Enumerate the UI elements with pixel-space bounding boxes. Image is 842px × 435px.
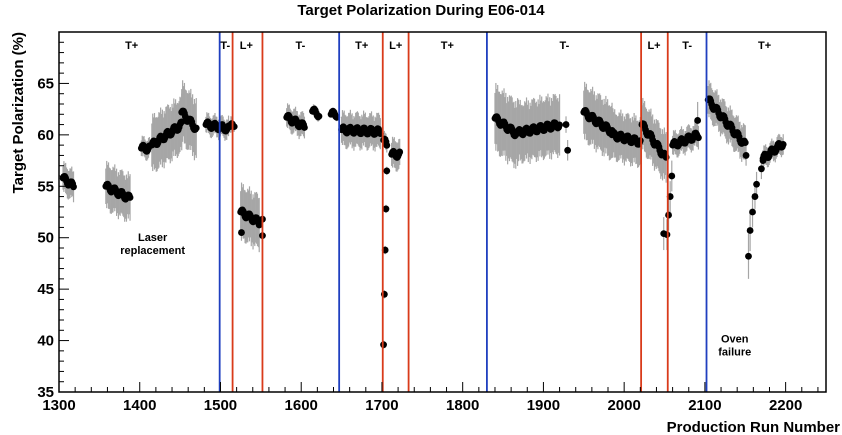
data-point (759, 157, 767, 164)
data-point (753, 180, 760, 188)
x-tick-label: 1500 (204, 397, 237, 414)
data-point (746, 227, 754, 234)
region-label: L+ (389, 40, 402, 52)
data-point (315, 112, 323, 120)
x-tick-label: 1700 (365, 397, 398, 414)
y-tick-label: 55 (37, 178, 54, 195)
x-tick-label: 2000 (607, 397, 640, 414)
region-label: T+ (441, 40, 454, 52)
x-tick-label: 1900 (527, 397, 560, 414)
y-axis-label: Target Polarization (%) (10, 32, 27, 193)
y-tick-label: 45 (37, 281, 54, 298)
data-point (383, 167, 391, 175)
data-point (383, 141, 391, 149)
data-point (751, 193, 759, 200)
x-axis-label: Production Run Number (667, 419, 840, 435)
data-point (70, 183, 77, 191)
data-point (695, 134, 702, 142)
y-tick-label: 40 (37, 333, 54, 350)
x-tick-label: 2100 (688, 397, 721, 414)
region-label: T- (682, 40, 692, 52)
annotation-text: Laser (138, 232, 168, 244)
data-point (192, 124, 200, 132)
data-point (301, 124, 308, 131)
data-point (779, 141, 787, 148)
data-point (562, 121, 570, 128)
y-tick-label: 65 (37, 75, 54, 92)
x-tick-label: 1400 (123, 397, 156, 414)
data-point (396, 148, 404, 156)
data-point (126, 194, 134, 201)
data-point (238, 229, 245, 236)
data-point (382, 205, 390, 213)
x-tick-label: 1800 (446, 397, 479, 414)
plot-frame (58, 31, 827, 393)
region-label: L+ (647, 40, 660, 52)
region-label: T- (220, 40, 230, 52)
data-point (741, 139, 749, 147)
region-label: T+ (355, 40, 368, 52)
data-point (758, 165, 765, 173)
y-tick-label: 50 (37, 230, 54, 247)
x-tick-label: 1600 (285, 397, 318, 414)
y-tick-label: 60 (37, 127, 54, 144)
chart-title: Target Polarization During E06-014 (297, 2, 545, 19)
data-point (564, 146, 572, 154)
region-label: L+ (240, 40, 253, 52)
region-label: T- (296, 40, 306, 52)
data-point (742, 152, 750, 159)
annotation-text: failure (718, 347, 751, 359)
annotation-text: replacement (120, 245, 185, 257)
data-point (694, 117, 702, 124)
data-point (556, 121, 563, 129)
data-point (745, 252, 752, 260)
x-tick-label: 2200 (769, 397, 802, 414)
x-tick-label: 1300 (42, 397, 75, 414)
region-label: T+ (125, 40, 138, 52)
region-label: T- (560, 40, 570, 52)
region-label: T+ (758, 40, 771, 52)
data-point (255, 221, 263, 229)
y-tick-label: 35 (37, 384, 54, 401)
data-point (749, 208, 756, 216)
data-point (668, 172, 676, 180)
annotation-text: Oven (721, 334, 749, 346)
